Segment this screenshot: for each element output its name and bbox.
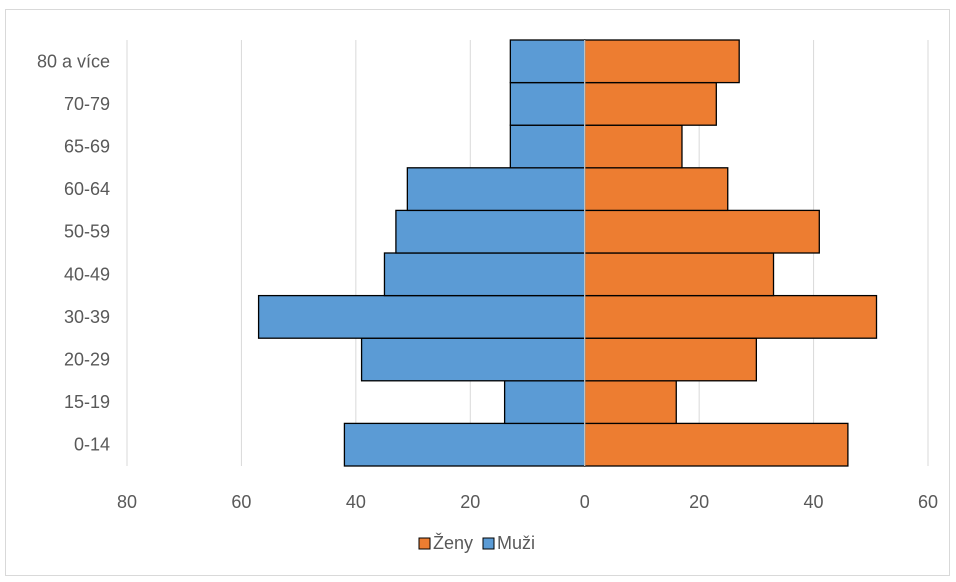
chart-frame: 0-14 15-19 20-29 30-39 40-49 50-59 60-64 65-69 7… (5, 9, 950, 576)
legend-swatch (418, 537, 431, 550)
x-tick-label: 40 (346, 492, 366, 512)
x-tick-label: 20 (689, 492, 709, 512)
bar-muzi (503, 380, 586, 425)
x-axis-labels: 80 60 40 20 0 20 40 60 (117, 492, 938, 512)
y-tick-label: 15-19 (64, 392, 110, 412)
x-tick-label: 60 (231, 492, 251, 512)
bar-muzi (383, 252, 586, 297)
y-axis-labels: 0-14 15-19 20-29 30-39 40-49 50-59 60-64 65-69 7… (37, 51, 110, 454)
bar-zeny (584, 81, 717, 126)
bar-zeny (584, 422, 849, 467)
legend-label: Muži (497, 533, 535, 553)
bar-muzi (406, 167, 586, 212)
y-tick-label: 60-64 (64, 179, 110, 199)
x-tick-label: 40 (804, 492, 824, 512)
legend-label: Ženy (433, 533, 473, 553)
bar-zeny (584, 380, 677, 425)
bar-muzi (509, 124, 586, 169)
y-tick-label: 20-29 (64, 350, 110, 370)
y-tick-label: 50-59 (64, 222, 110, 242)
y-tick-label: 40-49 (64, 264, 110, 284)
y-tick-label: 70-79 (64, 94, 110, 114)
bar-zeny (584, 252, 775, 297)
legend-swatch (482, 537, 495, 550)
bar-zeny (584, 337, 758, 382)
bar-zeny (584, 124, 683, 169)
y-tick-label: 30-39 (64, 307, 110, 327)
bar-muzi (395, 209, 586, 254)
x-tick-label: 60 (918, 492, 938, 512)
y-tick-label: 0-14 (74, 435, 110, 455)
population-pyramid-chart: 0-14 15-19 20-29 30-39 40-49 50-59 60-64 65-69 7… (37, 39, 938, 553)
x-tick-label: 80 (117, 492, 137, 512)
bar-zeny (584, 209, 820, 254)
x-tick-label: 0 (580, 492, 590, 512)
y-tick-label: 80 a více (37, 51, 110, 71)
bar-zeny (584, 167, 729, 212)
bars (257, 39, 878, 467)
x-tick-label: 20 (460, 492, 480, 512)
bar-muzi (360, 337, 586, 382)
legend: Ženy Muži (418, 533, 535, 553)
bar-muzi (257, 294, 586, 339)
bar-zeny (584, 294, 878, 339)
y-tick-label: 65-69 (64, 137, 110, 157)
bar-muzi (509, 39, 586, 84)
bar-zeny (584, 39, 740, 84)
bar-muzi (343, 422, 586, 467)
bar-muzi (509, 81, 586, 126)
